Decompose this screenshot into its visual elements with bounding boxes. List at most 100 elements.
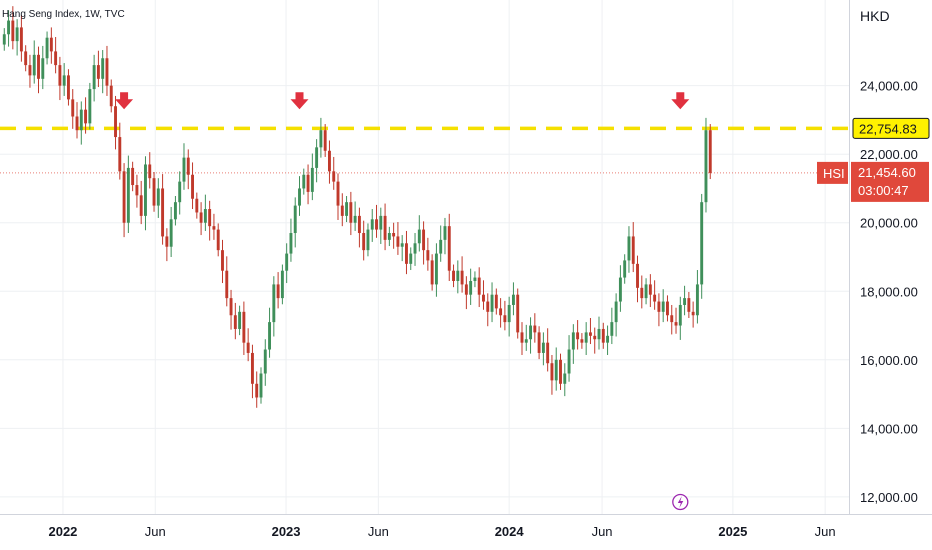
candle-body (11, 20, 15, 42)
candle-body (507, 304, 511, 323)
candle-body (683, 298, 687, 305)
candle-body (520, 332, 524, 343)
candle-body (597, 328, 601, 340)
candle-body (674, 322, 678, 326)
candle-body (255, 383, 259, 398)
candle-body (182, 157, 186, 182)
candle-body (567, 349, 571, 374)
candle-body (704, 130, 708, 203)
candle-body (165, 236, 169, 247)
candle-body (336, 181, 340, 206)
candle-body (661, 301, 665, 312)
candle-body (670, 315, 674, 323)
candle-body (178, 181, 182, 203)
candle-body (319, 130, 323, 148)
candle-body (105, 58, 109, 86)
y-tick-label: 16,000.00 (860, 353, 918, 368)
candle-body (392, 233, 396, 237)
candle-body (434, 253, 438, 285)
candle-body (511, 294, 515, 305)
candle-body (289, 233, 293, 254)
candle-body (546, 342, 550, 364)
candle-body (88, 89, 92, 124)
candle-body (96, 65, 100, 79)
candle-body (426, 250, 430, 261)
candle-body (700, 202, 704, 285)
candle-body (464, 284, 468, 295)
candle-body (503, 315, 507, 323)
y-tick-label: 14,000.00 (860, 421, 918, 436)
candle-body (225, 270, 229, 299)
candle-body (482, 294, 485, 302)
candle-body (387, 233, 391, 240)
down-arrow-icon[interactable] (671, 92, 690, 110)
candle-body (306, 174, 310, 192)
candle-body (298, 188, 301, 206)
candle-body (84, 109, 88, 124)
candle-body (588, 332, 592, 336)
candle-body (276, 284, 280, 299)
candle-body (58, 65, 62, 86)
candle-body (430, 260, 434, 285)
candle-body (541, 342, 545, 353)
candle-body (315, 147, 319, 168)
candle-body (708, 130, 712, 173)
candle-body (576, 332, 580, 340)
candle-body (259, 373, 263, 398)
candle-body (280, 270, 284, 299)
candle-body (41, 58, 45, 79)
candle-body (516, 294, 520, 333)
candle-body (212, 226, 216, 230)
candle-body (691, 311, 695, 316)
candle-body (186, 157, 190, 175)
x-tick-label: Jun (368, 524, 389, 539)
candle-body (362, 233, 366, 251)
candle-body (610, 322, 614, 336)
candle-body (623, 260, 627, 278)
candle-body (161, 188, 165, 237)
candle-body (208, 209, 212, 227)
candle-body (494, 294, 498, 309)
candle-body (144, 164, 147, 216)
candle-body (285, 253, 289, 271)
chart-title: Hang Seng Index, 1W, TVC (2, 9, 125, 20)
down-arrow-icon[interactable] (115, 92, 134, 110)
level-price-tag: 22,754.83 (852, 117, 930, 139)
candle-body (268, 322, 272, 350)
x-tick-label: 2022 (48, 524, 77, 539)
candle-body (417, 229, 421, 244)
candle-body (456, 270, 460, 281)
candle-body (54, 51, 58, 66)
price-axis[interactable]: 24,000.00 22,000.00 20,000.00 18,000.00 16,0… (860, 79, 918, 505)
candle-body (477, 277, 481, 295)
candle-body (195, 198, 199, 213)
currency-label[interactable]: HKD (860, 8, 890, 24)
y-tick-label: 20,000.00 (860, 216, 918, 231)
candle-body (28, 65, 32, 76)
candle-body (191, 174, 194, 199)
candle-body (156, 188, 160, 206)
candle-body (327, 150, 331, 172)
candle-body (19, 27, 23, 52)
candle-body (499, 308, 503, 316)
candle-body (332, 171, 336, 182)
candle-body (242, 311, 246, 343)
candle-body (370, 219, 374, 230)
candle-body (447, 226, 451, 271)
candle-body (460, 270, 464, 285)
down-arrow-icon[interactable] (290, 92, 309, 110)
candle-body (323, 130, 327, 151)
candle-body (606, 335, 610, 343)
candle-body (345, 202, 349, 216)
lightning-glyph (677, 496, 684, 508)
candle-body (653, 294, 657, 302)
y-tick-label: 24,000.00 (860, 79, 918, 94)
y-tick-label: 22,000.00 (860, 147, 918, 162)
candle-body (601, 328, 605, 343)
time-axis[interactable]: 2022 Jun 2023 Jun 2024 Jun 2025 Jun (48, 524, 835, 539)
candle-body (62, 75, 66, 86)
candle-body (375, 219, 378, 230)
candle-body (627, 236, 631, 261)
candle-body (71, 99, 75, 117)
